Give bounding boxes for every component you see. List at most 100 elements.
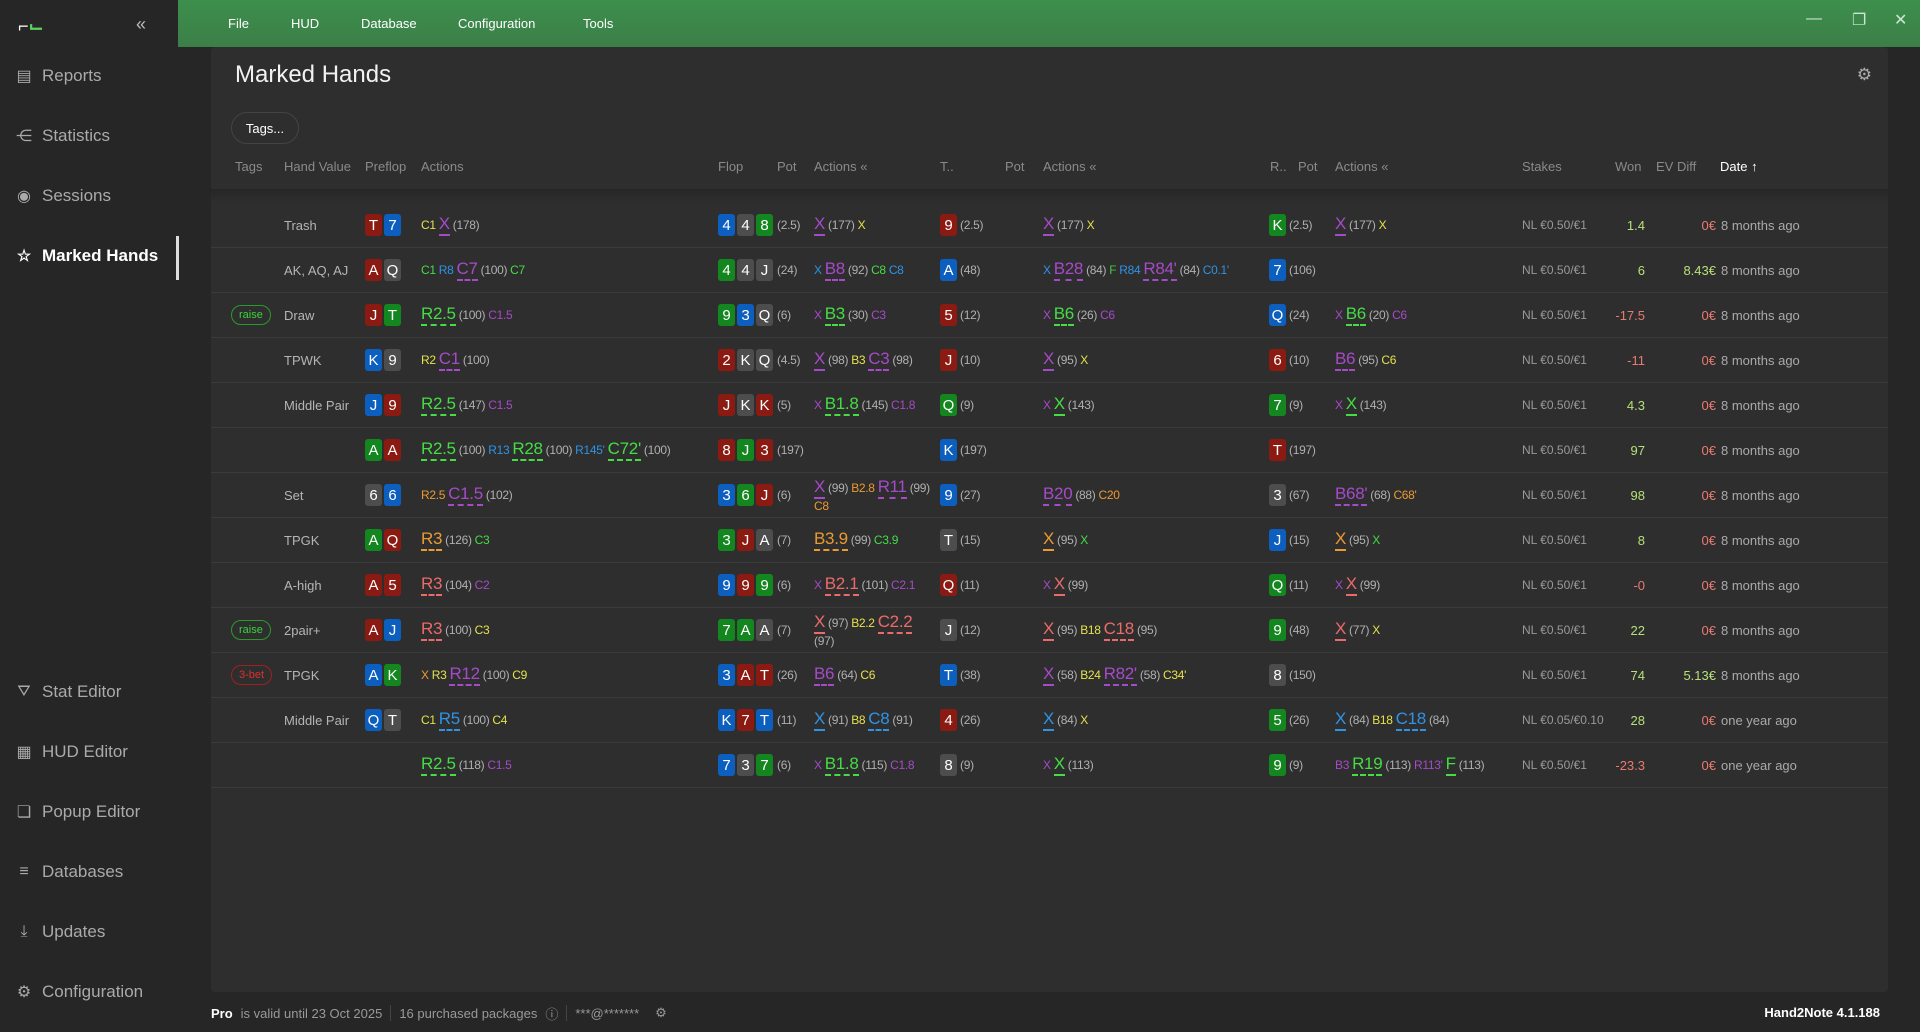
playing-card: 7	[1269, 259, 1286, 281]
col-flop-pot[interactable]: Pot	[777, 159, 797, 174]
minimize-icon[interactable]: —	[1806, 10, 1822, 27]
hand-value: TPGK	[284, 518, 319, 562]
table-row[interactable]: Set 6 6 R2.5 C1.5 (102) 3 6 J (6) X (99) B2.8 R11 (99)…	[211, 473, 1888, 518]
col-river[interactable]: R..	[1270, 159, 1287, 174]
action-pot: (178)	[452, 218, 480, 232]
info-icon[interactable]: ⓘ	[545, 1006, 559, 1022]
table-row[interactable]: Middle Pair Q T C1 R5 (100) C4 K 7 T (11) X (91) B8 C8…	[211, 698, 1888, 743]
collapse-icon[interactable]: «	[860, 159, 868, 174]
tag-badge-raise[interactable]: raise	[231, 305, 271, 325]
table-row[interactable]: R2.5 (118) C1.5 7 3 7 (6) X B1.8 (115) C1.8 8 (9) X X(…	[211, 743, 1888, 788]
col-river-pot[interactable]: Pot	[1298, 159, 1318, 174]
action-token: R12	[449, 664, 480, 686]
playing-card: T	[756, 664, 773, 686]
sidebar-item-stat-editor[interactable]: ⛛ Stat Editor	[14, 682, 121, 702]
col-turn-pot[interactable]: Pot	[1005, 159, 1025, 174]
action-token: X	[1345, 574, 1357, 596]
table-row[interactable]: A A R2.5 (100) R13 R28 (100) R145' C72' (100) 8 J 3(…	[211, 428, 1888, 473]
date-value: 8 months ago	[1721, 307, 1800, 323]
sidebar-item-marked-hands[interactable]: ☆ Marked Hands	[14, 246, 158, 266]
menu-tools[interactable]: Tools	[583, 16, 614, 31]
action-pot: (177)	[1057, 218, 1084, 232]
col-preflop[interactable]: Preflop	[365, 159, 407, 174]
ev-diff: 0€	[1651, 518, 1716, 562]
table-row[interactable]: Middle Pair J 9 R2.5 (147) C1.5 J K K (5) X B1.8 (14…	[211, 383, 1888, 428]
river-pot: (26)	[1289, 698, 1309, 742]
action-token: C1	[421, 263, 436, 277]
action-token: C1.5	[488, 308, 513, 322]
table-row[interactable]: 3-bet TPGK A K X R3 R12 (100) C9 3 A T (26) B6 (64) C6 T…	[211, 653, 1888, 698]
action-pot: (113)	[1385, 758, 1411, 772]
table-row[interactable]: A-high A 5 R3 (104) C2 9 9 9 (6) X B2.1 (101) C2.1 Q (1…	[211, 563, 1888, 608]
sidebar-item-hud-editor[interactable]: ▦ HUD Editor	[14, 742, 128, 762]
collapse-sidebar-icon[interactable]: «	[136, 14, 147, 34]
table-row[interactable]: AK, AQ, AJ A Q C1 R8 C7 (100) C7 4 4 J (24) X B8 (92) C…	[211, 248, 1888, 293]
action-pot: (100)	[445, 623, 472, 637]
menu-configuration[interactable]: Configuration	[458, 16, 536, 31]
sidebar-item-reports[interactable]: ▤ Reports	[14, 66, 101, 86]
action-token: X	[1053, 394, 1065, 416]
sidebar-item-updates[interactable]: ⤓ Updates	[14, 922, 105, 942]
sidebar-item-configuration[interactable]: ⚙ Configuration	[14, 982, 143, 1002]
menu-hud[interactable]: HUD	[291, 16, 320, 31]
pot-value: (150)	[1289, 668, 1316, 682]
table-row[interactable]: raise Draw J T R2.5 (100) C1.5 9 3 Q (6) X B3 (30) C3 5…	[211, 293, 1888, 338]
tag-badge-raise[interactable]: raise	[231, 620, 271, 640]
action-pot: (99)	[909, 481, 930, 495]
col-date-sorted[interactable]: Date ↑	[1720, 159, 1758, 174]
sidebar-item-sessions[interactable]: ◉ Sessions	[14, 186, 111, 206]
col-preflop-actions[interactable]: Actions	[421, 159, 464, 174]
settings-gear-icon[interactable]: ⚙	[1856, 65, 1872, 84]
sidebar-item-popup-editor[interactable]: ❏ Popup Editor	[14, 802, 140, 822]
sidebar-item-label: Sessions	[42, 186, 111, 205]
col-ev-diff[interactable]: EV Diff	[1656, 159, 1697, 174]
tags-button[interactable]: Tags...	[231, 112, 299, 144]
action-token: B3	[824, 304, 845, 326]
won: 28	[1613, 698, 1645, 742]
col-flop-actions[interactable]: Actions «	[814, 159, 868, 174]
tag-badge-3-bet[interactable]: 3-bet	[231, 665, 273, 685]
action-token: X	[1080, 713, 1088, 727]
ev-diff-value: 0€	[1701, 532, 1716, 548]
col-tags[interactable]: Tags	[235, 159, 263, 174]
col-stakes[interactable]: Stakes	[1522, 159, 1562, 174]
collapse-icon[interactable]: «	[1381, 159, 1389, 174]
col-flop[interactable]: Flop	[718, 159, 744, 174]
sidebar-item-label: Databases	[42, 862, 124, 881]
action-pot: (145)	[861, 398, 889, 412]
table-row[interactable]: raise 2pair+ A J R3 (100) C3 7 A A (7) X (97) B2.2 C2.…	[211, 608, 1888, 653]
table-row[interactable]: Trash T 7 C1 X (178) 4 4 8 (2.5) X (177) X 9 (2.5) X (17…	[211, 203, 1888, 248]
table-row[interactable]: TPWK K 9 R2 C1 (100) 2 K Q (4.5) X (98) B3 C3 (98) J (10…	[211, 338, 1888, 383]
col-turn[interactable]: T..	[940, 159, 954, 174]
action-pot: (143)	[1067, 398, 1095, 412]
action-pot: (102)	[485, 488, 513, 502]
action-token: R2	[421, 353, 436, 367]
playing-card: K	[384, 664, 401, 686]
playing-card: K	[1269, 214, 1286, 236]
action-pot: (99)	[850, 533, 871, 547]
action-pot: (100)	[643, 443, 671, 457]
sidebar-item-statistics[interactable]: ⋲ Statistics	[14, 126, 110, 146]
action-token: X	[1043, 664, 1054, 686]
table-row[interactable]: TPGK A Q R3 (126) C3 3 J A (7) B3.9 (99) C3.9 T (15) X(…	[211, 518, 1888, 563]
col-hand-value[interactable]: Hand Value	[284, 159, 351, 174]
menu-file[interactable]: File	[228, 16, 249, 31]
restore-icon[interactable]: ❐	[1852, 12, 1867, 29]
account-email[interactable]: ***@*******	[575, 1005, 640, 1021]
col-won[interactable]: Won	[1615, 159, 1642, 174]
menu-database[interactable]: Database	[361, 16, 417, 31]
action-pot: (68)	[1370, 488, 1391, 502]
sidebar-item-databases[interactable]: ≡ Databases	[14, 862, 123, 882]
close-icon[interactable]: ✕	[1894, 12, 1908, 29]
col-river-actions[interactable]: Actions «	[1335, 159, 1389, 174]
playing-card: T	[384, 304, 401, 326]
col-turn-actions[interactable]: Actions «	[1043, 159, 1097, 174]
collapse-icon[interactable]: «	[1089, 159, 1097, 174]
pot-value: (12)	[960, 308, 981, 322]
won-value: 1.4	[1626, 217, 1645, 233]
account-settings-icon[interactable]: ⚙	[655, 1005, 667, 1020]
